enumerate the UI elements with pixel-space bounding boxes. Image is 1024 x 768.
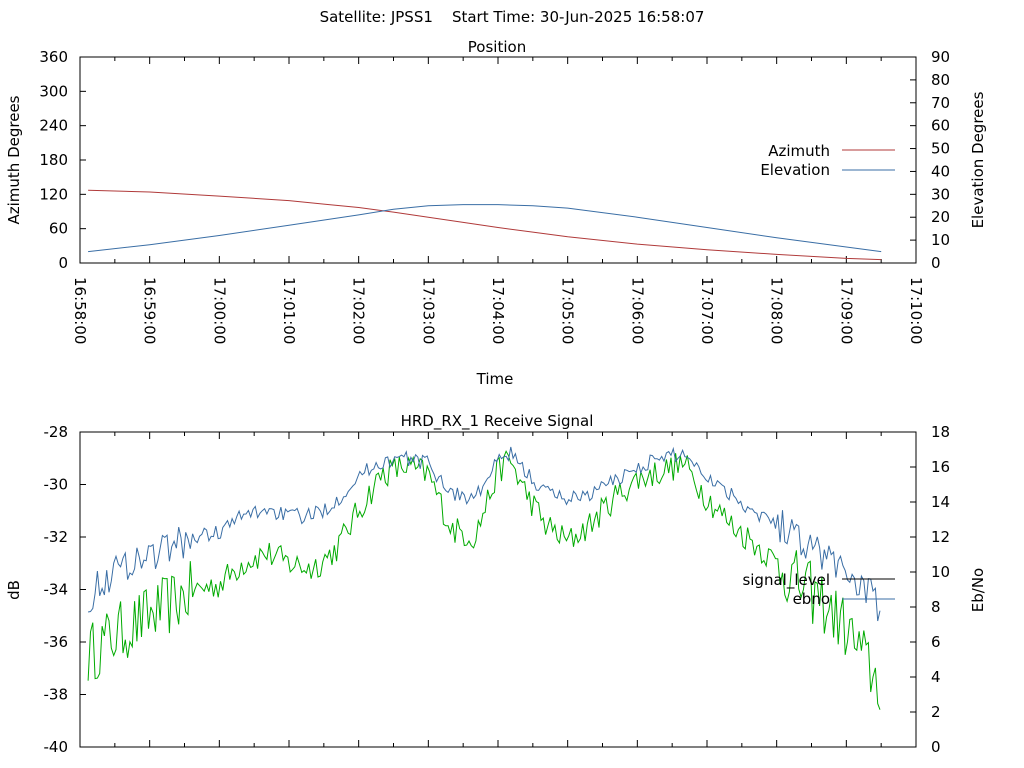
time-axis-tick-label: 17:08:00 (768, 277, 786, 344)
left-axis-tick-label: 0 (58, 254, 68, 272)
right-axis-tick-label: 90 (931, 48, 950, 66)
left-axis-tick-label: 120 (39, 185, 68, 203)
left-axis-tick-label: -30 (44, 476, 69, 494)
signal-legend: signal_level ebno (742, 571, 895, 608)
left-axis-tick-label: 240 (39, 117, 68, 135)
time-axis-tick-label: 17:01:00 (280, 277, 298, 344)
left-axis-tick-label: -38 (44, 686, 69, 704)
signal-left-axis: -40 -38 -36 -34 -32 -30 -28 (44, 423, 86, 756)
signal-chart: HRD_RX_1 Receive Signal -40-38-36-34-32-… (5, 412, 987, 756)
azimuth-series-line (88, 189, 882, 261)
right-axis-tick-label: 4 (931, 668, 941, 686)
right-axis-tick-label: 16 (931, 458, 950, 476)
position-plot-frame (79, 56, 917, 264)
right-axis-tick-label: 40 (931, 162, 950, 180)
position-legend: Azimuth Elevation (760, 142, 895, 179)
right-axis-tick-label: 70 (931, 94, 950, 112)
left-axis-tick-label: 300 (39, 82, 68, 100)
time-axis-tick-label: 17:05:00 (559, 277, 577, 344)
left-axis-tick-label: 60 (49, 220, 68, 238)
legend-label-ebno: ebno (793, 590, 830, 608)
right-axis-tick-label: 20 (931, 208, 950, 226)
time-axis-tick-label: 16:58:00 (71, 277, 89, 344)
left-axis-tick-label: 360 (39, 48, 68, 66)
signal-plot-frame (79, 431, 917, 748)
position-ylabel: Azimuth Degrees (5, 95, 23, 224)
legend-label-elevation: Elevation (760, 161, 830, 179)
elevation-series-line (88, 204, 882, 253)
time-axis-tick-label: 17:02:00 (350, 277, 368, 344)
position-chart: Position 0 60 120 180 240 300 360 0 10 20 30 40 50 6… (5, 38, 987, 388)
right-axis-tick-label: 2 (931, 703, 941, 721)
time-axis-tick-label: 17:04:00 (489, 277, 507, 344)
right-axis-tick-label: 14 (931, 493, 950, 511)
legend-label-signal-level: signal_level (742, 571, 830, 590)
right-axis-tick-label: 60 (931, 117, 950, 135)
position-chart-title: Position (468, 38, 526, 56)
signal-level-series-line (87, 450, 881, 710)
signal-chart-title: HRD_RX_1 Receive Signal (401, 412, 594, 431)
right-axis-tick-label: 10 (931, 231, 950, 249)
page-title: Satellite: JPSS1 Start Time: 30-Jun-2025… (320, 8, 705, 26)
right-axis-tick-label: 8 (931, 598, 941, 616)
right-axis-tick-label: 30 (931, 185, 950, 203)
left-axis-tick-label: -28 (44, 423, 69, 441)
legend-label-azimuth: Azimuth (768, 142, 830, 160)
left-axis-tick-label: -32 (44, 528, 69, 546)
right-axis-tick-label: 80 (931, 71, 950, 89)
ebno-series-line (87, 446, 881, 622)
signal-time-axis (79, 432, 917, 747)
time-axis-tick-label: 17:03:00 (419, 277, 437, 344)
time-axis-tick-label: 17:06:00 (628, 277, 646, 344)
right-axis-tick-label: 6 (931, 633, 941, 651)
right-axis-tick-label: 12 (931, 528, 950, 546)
time-axis-tick-label: 17:10:00 (907, 277, 925, 344)
position-time-axis: 16:58:00 16:59:00 17:00:00 17:01:00 17:02:00… (71, 57, 925, 344)
position-xlabel: Time (476, 370, 514, 388)
right-axis-tick-label: 18 (931, 423, 950, 441)
signal-ylabel: dB (5, 580, 23, 600)
position-left-axis: 0 60 120 180 240 300 360 (39, 48, 86, 272)
right-axis-tick-label: 50 (931, 140, 950, 158)
right-axis-tick-label: 0 (931, 738, 941, 756)
time-axis-tick-label: 17:00:00 (210, 277, 228, 344)
left-axis-tick-label: 180 (39, 151, 68, 169)
position-right-axis: 0 10 20 30 40 50 60 70 80 90 (910, 48, 950, 272)
left-axis-tick-label: -40 (44, 738, 69, 756)
signal-y2label: Eb/No (969, 568, 987, 612)
left-axis-tick-label: -34 (44, 581, 69, 599)
right-axis-tick-label: 0 (931, 254, 941, 272)
time-axis-tick-label: 16:59:00 (141, 277, 159, 344)
right-axis-tick-label: 10 (931, 563, 950, 581)
position-y2label: Elevation Degrees (969, 91, 987, 228)
left-axis-tick-label: -36 (44, 633, 69, 651)
signal-right-axis: 0 2 4 6 8 10 12 14 16 18 (910, 423, 950, 756)
time-axis-tick-label: 17:07:00 (698, 277, 716, 344)
time-axis-tick-label: 17:09:00 (837, 277, 855, 344)
